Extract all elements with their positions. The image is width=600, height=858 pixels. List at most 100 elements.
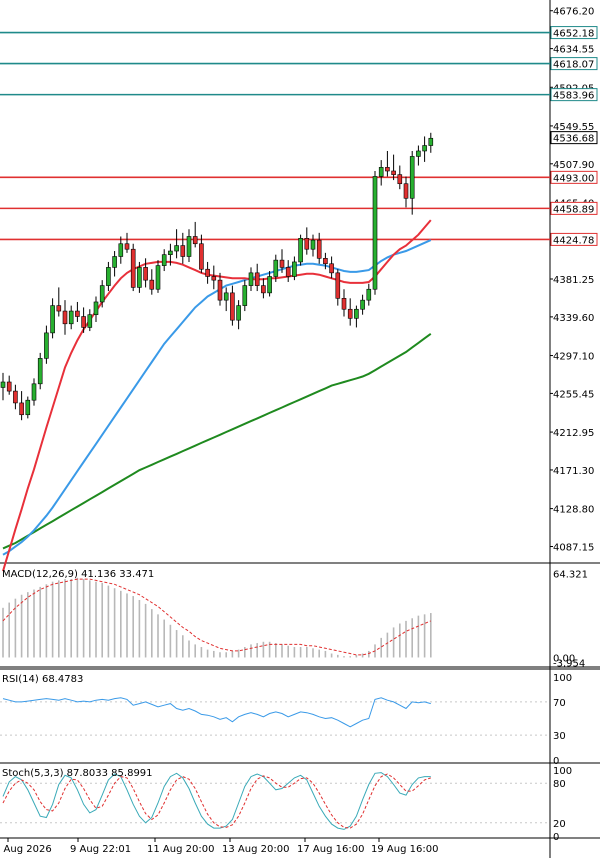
candle-body <box>0 381 6 388</box>
macd-tick-label: 0.00 <box>553 653 575 664</box>
candle-body <box>422 145 427 152</box>
candle-body <box>298 237 303 263</box>
candle-body <box>56 305 62 312</box>
candle-body <box>68 310 74 325</box>
ma-fast-line <box>2 219 432 572</box>
candle-body <box>118 243 124 257</box>
x-tick-label: 11 Aug 20:00 <box>147 844 214 855</box>
macd-label: MACD(12,26,9) 41.136 33.471 <box>2 569 154 580</box>
candle-body <box>242 285 248 306</box>
candle-body <box>230 292 235 321</box>
candle-body <box>50 305 55 334</box>
rsi-tick-label: 30 <box>553 731 566 742</box>
candle-body <box>112 256 117 268</box>
price-tick-label: 4381.25 <box>553 275 594 286</box>
level-tag-box <box>550 201 598 215</box>
candle-body <box>347 308 353 319</box>
macd-tick-label: 64.321 <box>553 569 588 580</box>
candle-body <box>19 402 24 416</box>
macd-panel: 64.321 0.00-3.954 <box>0 569 600 670</box>
candle-body <box>279 259 285 268</box>
level-tag-label: 4583.96 <box>553 91 594 102</box>
rsi-label: RSI(14) 68.4783 <box>2 674 83 685</box>
candle-body <box>180 245 186 257</box>
candle-body <box>366 288 372 301</box>
candle-body <box>13 390 18 404</box>
candle-body <box>292 261 297 277</box>
current-price-label: 4536.68 <box>553 134 594 145</box>
candle-body <box>285 267 291 277</box>
candle-body <box>25 399 31 416</box>
rsi-tick-label: 100 <box>553 673 572 684</box>
candle-body <box>87 314 93 328</box>
candle-body <box>310 239 316 250</box>
candle-body <box>416 150 421 157</box>
candle-body <box>44 332 49 359</box>
candle-body <box>397 174 403 185</box>
candle-body <box>99 285 105 303</box>
candle-body <box>37 358 43 385</box>
price-tick-label: 4255.45 <box>553 389 594 400</box>
candle-body <box>385 167 390 172</box>
candle-body <box>267 276 272 294</box>
candle-body <box>149 279 155 290</box>
level-tag-box <box>550 57 598 71</box>
price-tick-label: 4549.55 <box>553 122 594 133</box>
stoch-tick-label: 100 <box>553 766 572 777</box>
candle-body <box>130 248 136 288</box>
candle-body <box>217 279 223 301</box>
candle-body <box>186 236 192 257</box>
candle-body <box>174 245 179 252</box>
ma-mid-line <box>2 239 432 556</box>
level-tag-box <box>550 170 598 184</box>
candle-body <box>354 308 359 319</box>
candle-body <box>409 156 415 199</box>
candle-body <box>378 167 384 177</box>
stoch-label: Stoch(5,3,3) 87.8033 85.8991 <box>2 768 153 779</box>
candle-body <box>93 301 99 315</box>
candle-body <box>143 267 148 281</box>
candle-body <box>155 265 161 290</box>
candle-body <box>124 243 130 250</box>
candle-body <box>137 267 142 288</box>
level-tag-label: 4458.89 <box>553 204 594 215</box>
level-tag-label: 4652.18 <box>553 29 594 40</box>
candle-body <box>316 239 322 259</box>
candle-body <box>403 183 409 199</box>
x-tick-label: 9 Aug 22:01 <box>70 844 131 855</box>
price-tick-label: 4212.95 <box>553 428 594 439</box>
candle-body <box>360 299 365 310</box>
candle-body <box>31 383 37 401</box>
rsi-panel: 100 70 30 0 <box>0 668 600 767</box>
price-tick-label: 4171.30 <box>553 466 594 477</box>
stoch-panel: 10080200 <box>0 766 600 843</box>
candle-body <box>192 236 198 245</box>
stoch-k-line <box>2 772 431 830</box>
x-tick-label: 19 Aug 16:00 <box>371 844 438 855</box>
x-tick-label: 17 Aug 16:00 <box>297 844 364 855</box>
level-tag-label: 4493.00 <box>553 173 594 184</box>
candle-body <box>81 316 86 328</box>
ma-slow-line <box>2 332 432 550</box>
stoch-tick-label: 80 <box>553 779 566 790</box>
candle-body <box>106 267 111 286</box>
current-price-box <box>550 131 598 145</box>
candle-body <box>391 170 396 175</box>
price-tick-label: 4676.20 <box>553 7 594 18</box>
candle-body <box>199 243 204 270</box>
price-tick-label: 4128.80 <box>553 505 594 516</box>
x-tick-label: 13 Aug 20:00 <box>222 844 289 855</box>
candle-body <box>261 285 266 294</box>
macd-tick-label: -3.954 <box>553 659 585 670</box>
macd-signal-line <box>2 578 431 656</box>
rsi-line <box>2 697 431 728</box>
candle-body <box>372 176 378 290</box>
rsi-tick-label: 0 <box>553 756 559 767</box>
candle-body <box>75 310 80 317</box>
stoch-d-line <box>2 773 431 829</box>
candle-body <box>323 258 328 265</box>
candle-body <box>341 298 347 310</box>
candle-body <box>428 137 434 146</box>
